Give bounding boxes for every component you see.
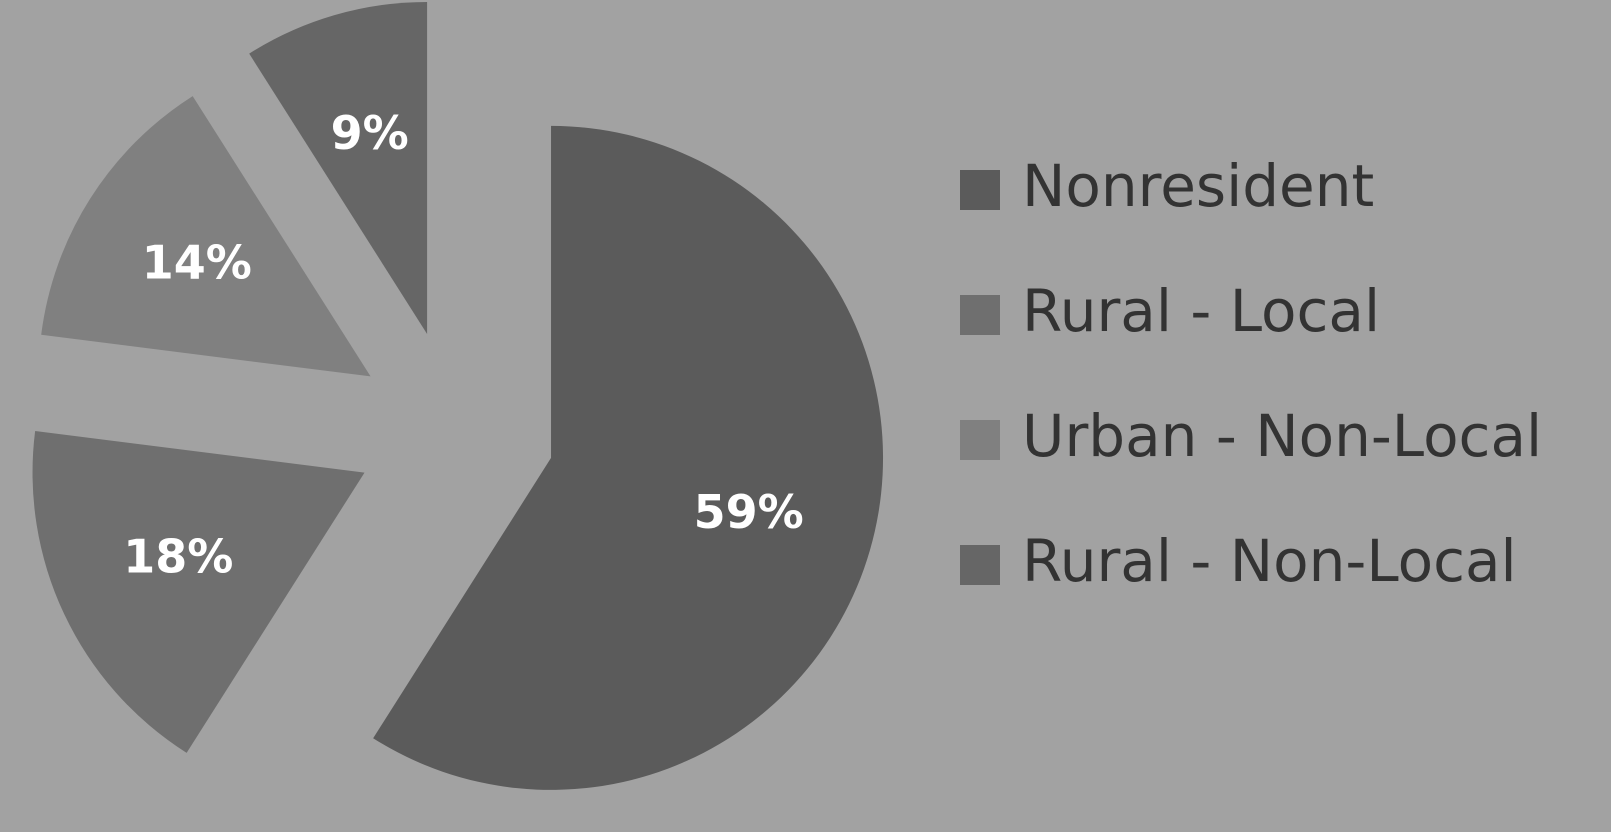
slice-label: 14% [142,236,252,290]
slice-label: 18% [123,530,233,584]
legend-swatch [960,295,1000,335]
slice-label: 9% [331,106,409,160]
legend-swatch [960,545,1000,585]
legend-label: Rural - Local [1022,277,1380,345]
pie-slice [41,96,371,377]
legend-label: Urban - Non-Local [1022,402,1542,470]
pie-slice [249,1,428,334]
legend-swatch [960,170,1000,210]
legend-label: Nonresident [1022,152,1374,220]
pie-slice [32,430,365,753]
legend-label: Rural - Non-Local [1022,527,1517,595]
slice-label: 59% [694,485,804,539]
pie-slice [373,125,884,790]
legend-swatch [960,420,1000,460]
